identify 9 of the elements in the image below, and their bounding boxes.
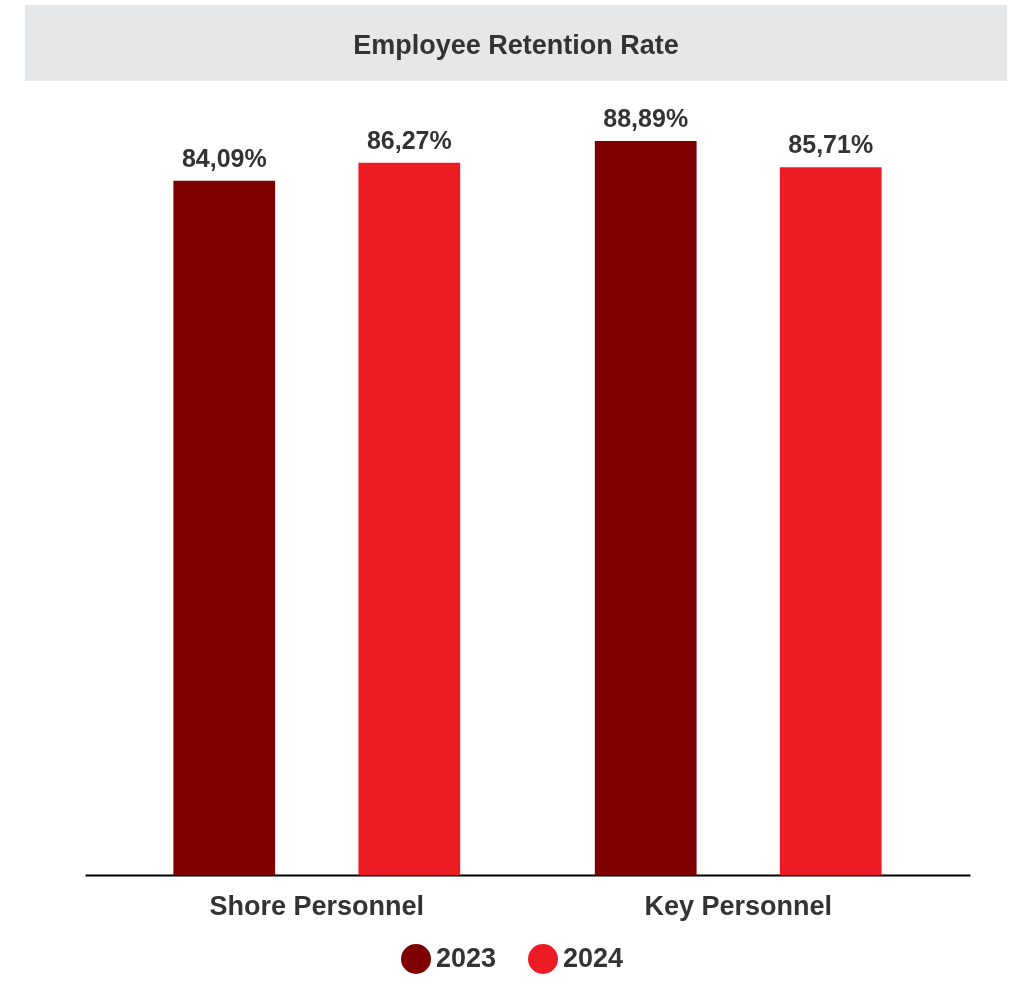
data-label: 84,09% bbox=[181, 143, 267, 172]
legend-label: 2023 bbox=[436, 943, 497, 973]
chart-title: Employee Retention Rate bbox=[25, 5, 1007, 81]
x-tick-label: Shore Personnel bbox=[209, 890, 425, 921]
x-tick-label: Key Personnel bbox=[644, 890, 832, 921]
legend-label: 2024 bbox=[563, 943, 624, 973]
data-label: 88,89% bbox=[603, 104, 689, 132]
data-label: 86,27% bbox=[366, 125, 452, 154]
data-label: 85,71% bbox=[788, 130, 874, 159]
